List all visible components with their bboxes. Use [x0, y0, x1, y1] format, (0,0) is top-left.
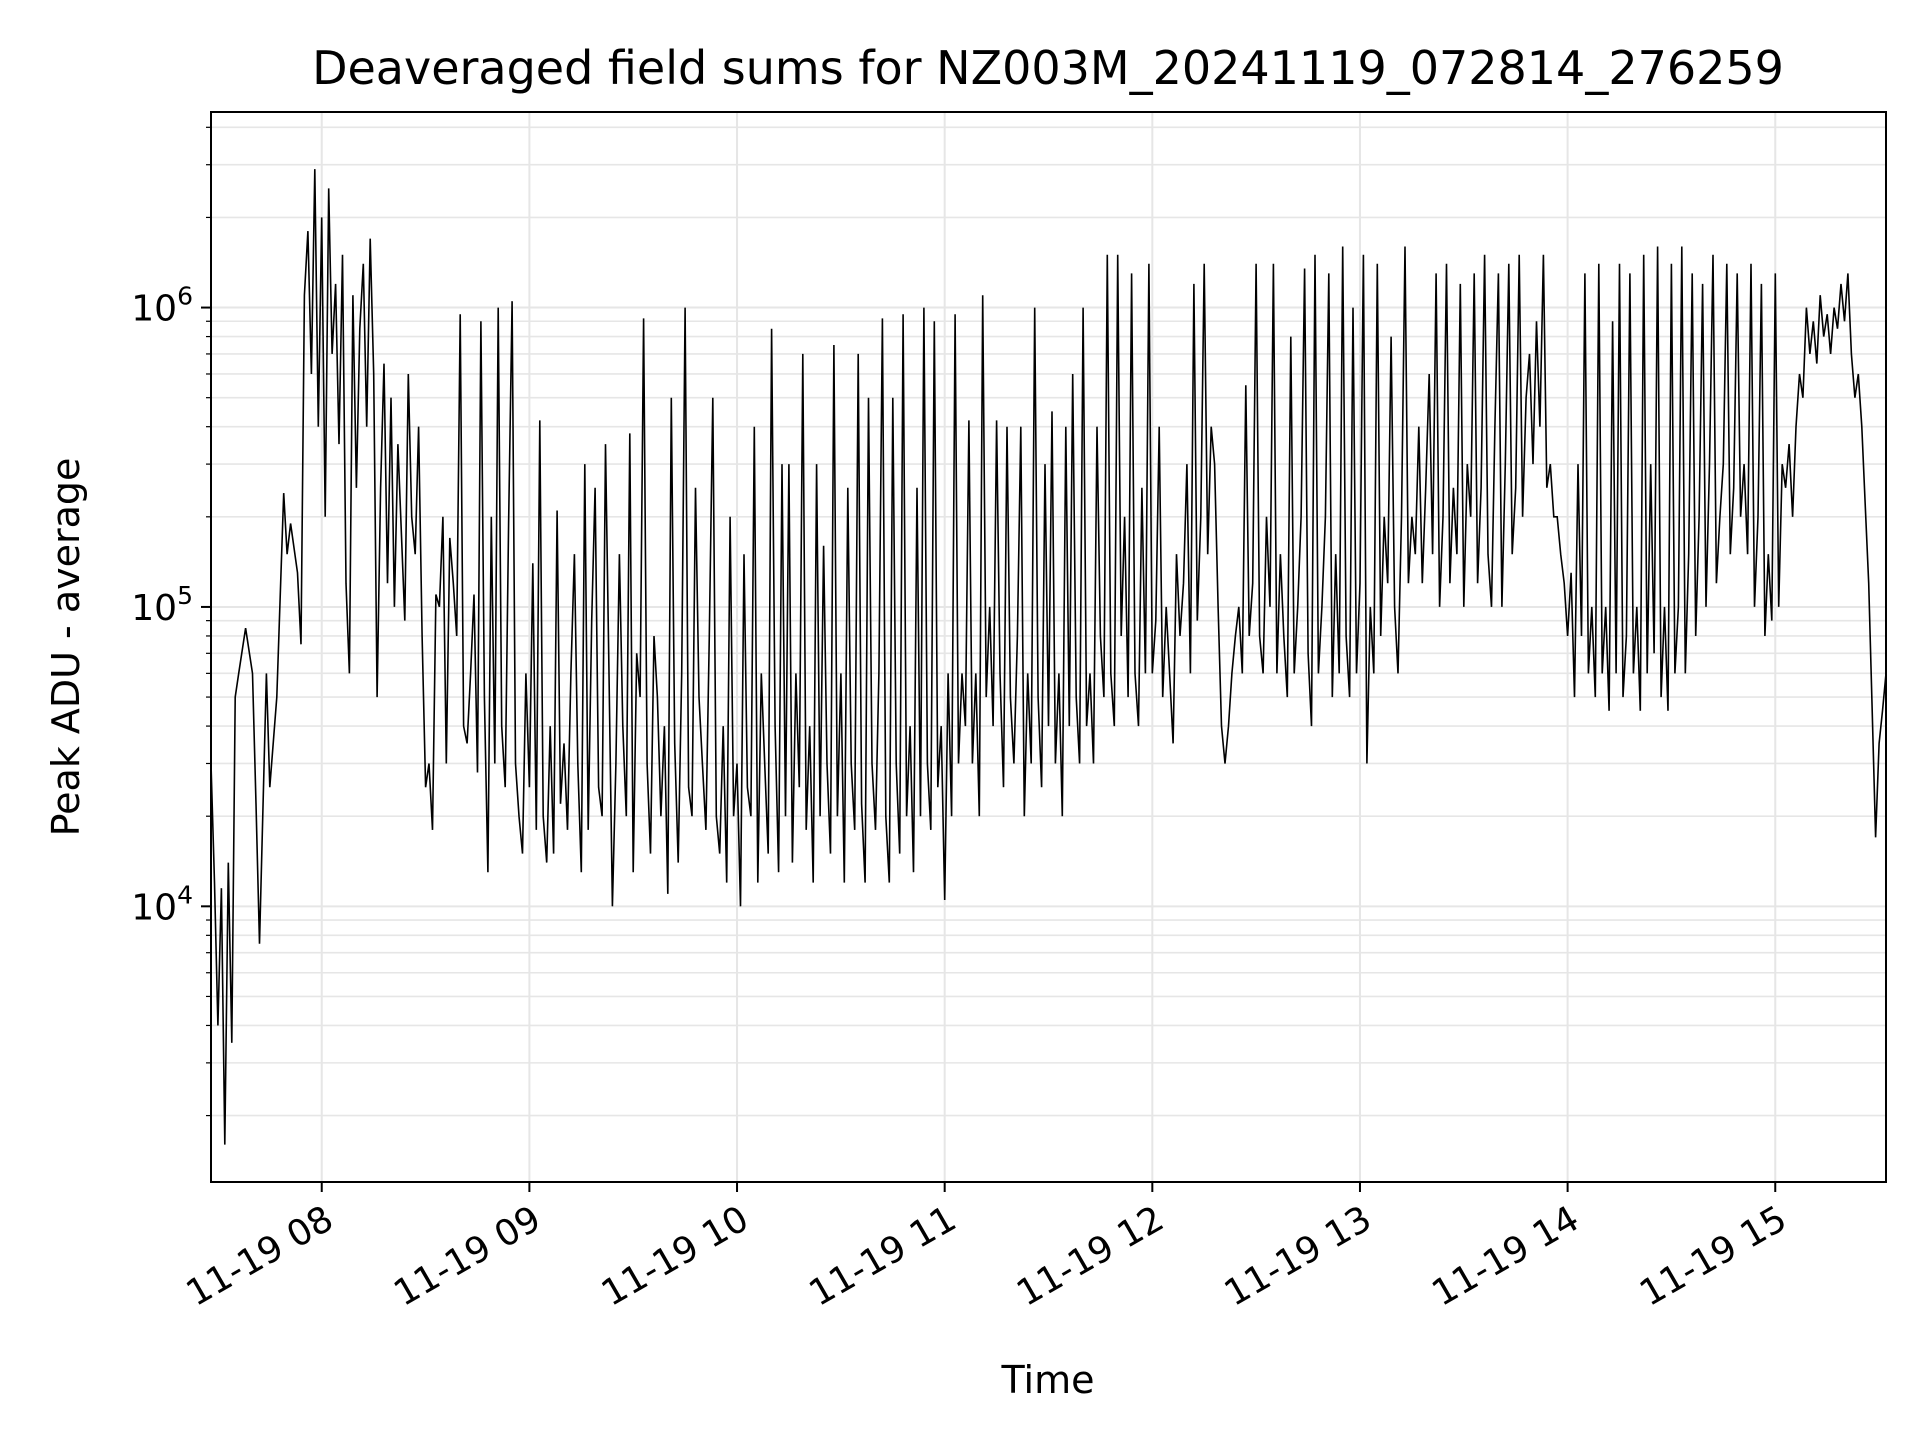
y-tick-label: 104	[131, 880, 193, 928]
y-tick-label: 106	[131, 282, 193, 330]
y-tick-label: 105	[131, 581, 193, 629]
chart-title: Deaveraged field sums for NZ003M_2024111…	[312, 41, 1784, 95]
plot-frame	[210, 111, 1887, 1183]
x-axis-label: Time	[1001, 1358, 1095, 1402]
series-layer	[210, 169, 1887, 1145]
y-axis-label: Peak ADU - average	[44, 458, 88, 837]
series-line	[210, 169, 1887, 1145]
